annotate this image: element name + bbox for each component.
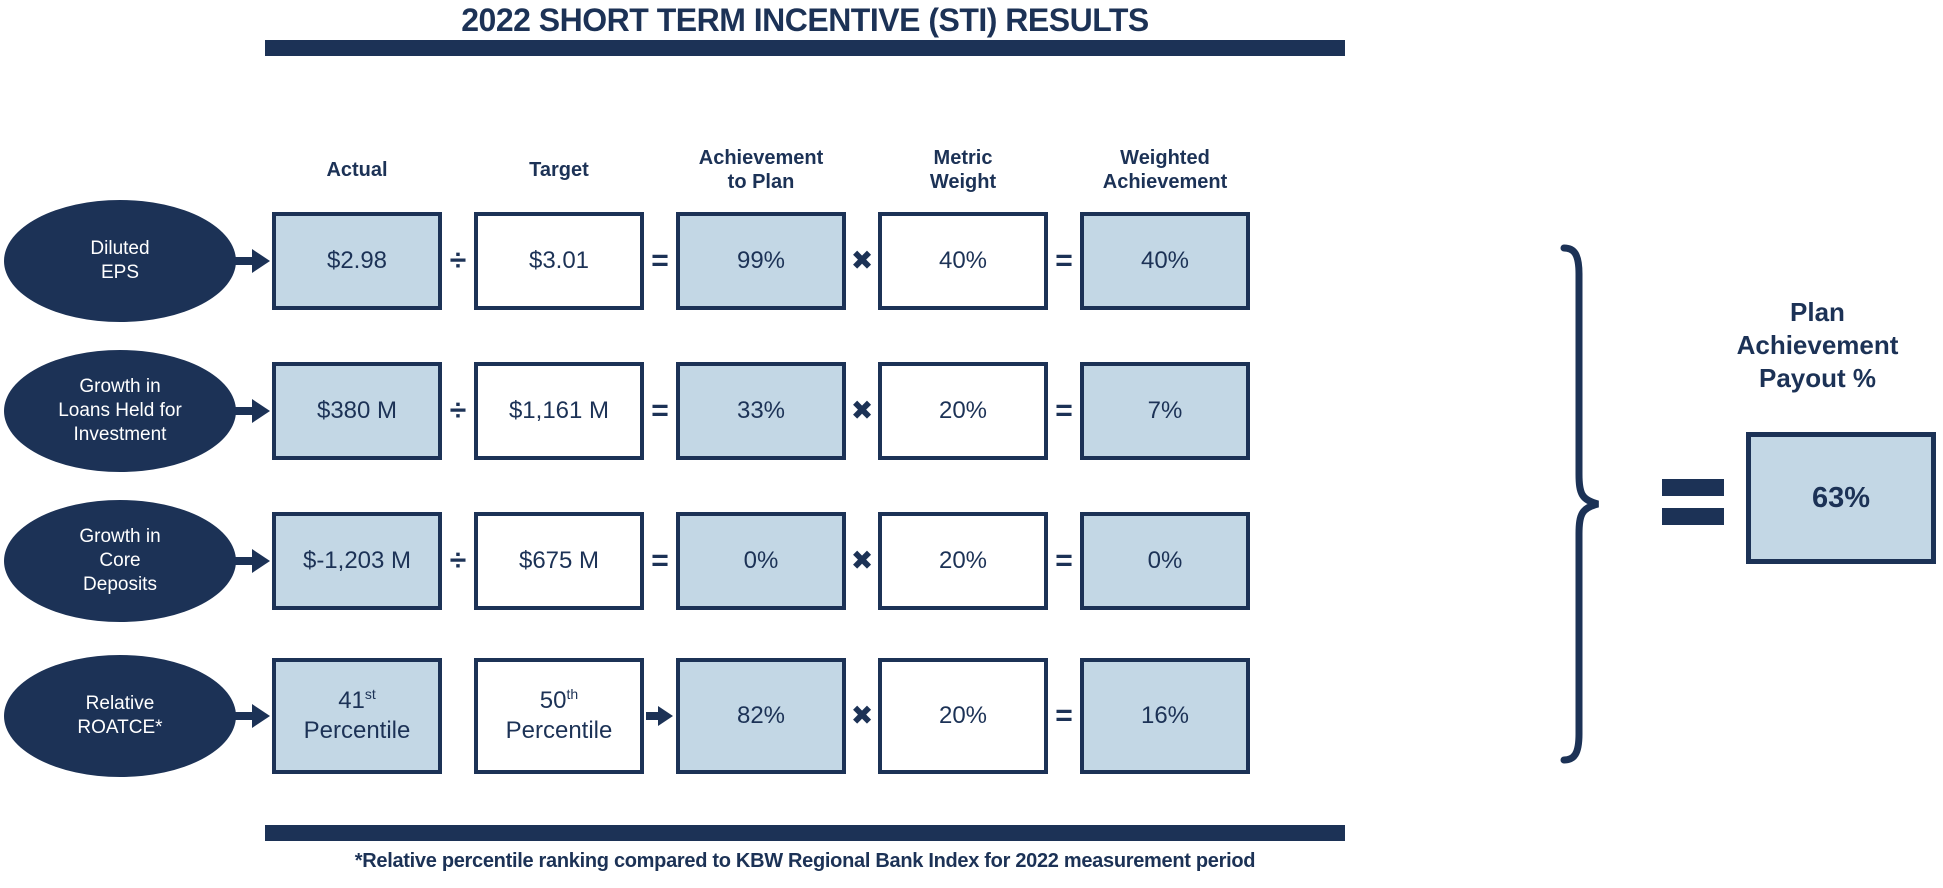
metric-oval-core-deposits-growth: Growth in Core Deposits	[4, 500, 236, 622]
top-divider-bar	[265, 40, 1345, 56]
cell-actual: $380 M	[272, 362, 442, 460]
equals-operator: =	[1055, 544, 1073, 577]
divide-operator: ÷	[449, 544, 467, 577]
cell-actual: $-1,203 M	[272, 512, 442, 610]
multiply-operator: ✖	[850, 395, 874, 426]
cell-achievement-to-plan: 99%	[676, 212, 846, 310]
cell-target: $3.01	[474, 212, 644, 310]
cell-weighted-achievement: 40%	[1080, 212, 1250, 310]
arrow-right-icon	[228, 399, 270, 423]
cell-achievement-to-plan: 82%	[676, 658, 846, 774]
equals-operator: =	[651, 544, 669, 577]
cell-target: $1,161 M	[474, 362, 644, 460]
cell-target: 50th Percentile	[474, 658, 644, 774]
divide-operator: ÷	[449, 394, 467, 427]
plan-achievement-payout-value-box: 63%	[1746, 432, 1936, 564]
equals-operator: =	[651, 394, 669, 427]
divide-operator: ÷	[449, 244, 467, 277]
column-header-metric-weight: Metric Weight	[929, 147, 997, 193]
plan-achievement-payout-label: Plan Achievement Payout %	[1736, 297, 1899, 393]
equals-operator: =	[1055, 699, 1073, 732]
cell-metric-weight: 40%	[878, 212, 1048, 310]
column-header-weighted-achievement: Weighted Achievement	[1102, 147, 1228, 193]
cell-metric-weight: 20%	[878, 362, 1048, 460]
arrow-right-icon	[646, 706, 673, 726]
equals-icon	[1662, 479, 1724, 525]
cell-target: $675 M	[474, 512, 644, 610]
metric-oval-loans-growth: Growth in Loans Held for Investment	[4, 350, 236, 472]
footnote: *Relative percentile ranking compared to…	[354, 850, 1256, 872]
multiply-operator: ✖	[850, 545, 874, 576]
arrow-right-icon	[228, 549, 270, 573]
metric-oval-diluted-eps: Diluted EPS	[4, 200, 236, 322]
column-header-achievement-to-plan: Achievement to Plan	[698, 147, 824, 193]
column-header-actual: Actual	[326, 159, 388, 181]
cell-metric-weight: 20%	[878, 512, 1048, 610]
cell-metric-weight: 20%	[878, 658, 1048, 774]
page-title: 2022 SHORT TERM INCENTIVE (STI) RESULTS	[461, 2, 1149, 38]
cell-achievement-to-plan: 0%	[676, 512, 846, 610]
metric-oval-relative-roatce: Relative ROATCE*	[4, 655, 236, 777]
cell-weighted-achievement: 16%	[1080, 658, 1250, 774]
multiply-operator: ✖	[850, 700, 874, 731]
cell-achievement-to-plan: 33%	[676, 362, 846, 460]
bottom-divider-bar	[265, 825, 1345, 841]
equals-operator: =	[1055, 394, 1073, 427]
cell-actual: 41st Percentile	[272, 658, 442, 774]
curly-brace-icon	[1560, 244, 1599, 764]
arrow-right-icon	[228, 249, 270, 273]
equals-operator: =	[1055, 244, 1073, 277]
multiply-operator: ✖	[850, 245, 874, 276]
equals-operator: =	[651, 244, 669, 277]
cell-weighted-achievement: 0%	[1080, 512, 1250, 610]
column-header-target: Target	[529, 159, 589, 181]
cell-actual: $2.98	[272, 212, 442, 310]
cell-weighted-achievement: 7%	[1080, 362, 1250, 460]
arrow-right-icon	[228, 704, 270, 728]
